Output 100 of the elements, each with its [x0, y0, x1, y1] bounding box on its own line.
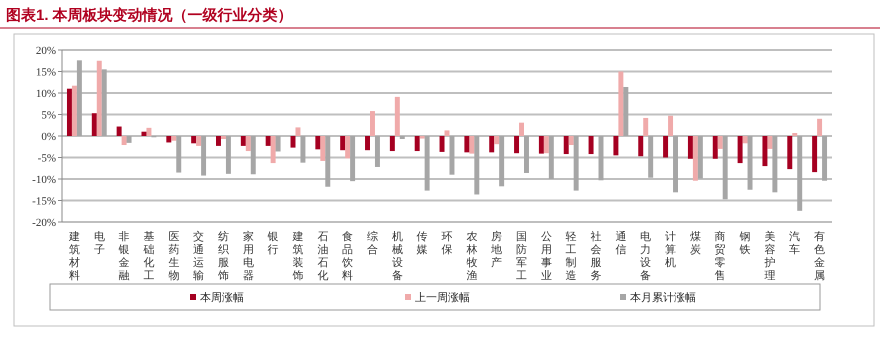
x-tick-label: 基础化工: [142, 230, 154, 282]
x-tick-label: 石油石化: [317, 231, 328, 282]
legend-label: 本月累计涨幅: [630, 291, 696, 304]
bar: [166, 136, 172, 142]
legend-label: 本周涨幅: [200, 291, 244, 304]
bar: [738, 136, 743, 164]
bar: [822, 136, 828, 181]
x-tick-label: 环保: [442, 231, 452, 256]
bar: [797, 136, 802, 211]
x-tick-label: 非银金融: [118, 230, 130, 282]
bar: [141, 132, 146, 136]
bar: [663, 136, 668, 158]
bar: [270, 136, 276, 164]
bar: [598, 136, 604, 180]
bar: [394, 96, 400, 136]
bar: [250, 136, 256, 174]
bar: [126, 136, 132, 143]
bar: [514, 136, 520, 154]
bar: [191, 136, 196, 144]
bar: [300, 136, 306, 163]
bar: [564, 136, 569, 154]
bar: [220, 136, 226, 140]
bar: [315, 136, 320, 150]
bar: [787, 136, 792, 170]
bar: [240, 136, 246, 146]
x-tick-label: 有色金属: [814, 231, 826, 282]
x-tick-label: 传媒: [416, 231, 428, 256]
bar: [643, 118, 648, 136]
bar: [812, 136, 818, 172]
x-tick-label: 美容护理: [763, 230, 776, 282]
bar: [772, 136, 778, 192]
legend-label: 上一周涨幅: [415, 291, 470, 304]
bar: [72, 86, 77, 136]
y-tick-label: 10%: [36, 88, 56, 100]
bar: [698, 136, 703, 179]
y-tick-label: 20%: [36, 45, 56, 57]
x-tick-label: 轻工制造: [566, 231, 577, 282]
bar: [266, 136, 271, 146]
bar: [76, 60, 82, 136]
bar: [574, 136, 579, 191]
bar: [414, 136, 420, 152]
x-tick-label: 机械设备: [392, 231, 403, 282]
bar: [548, 136, 554, 179]
bar: [464, 136, 470, 152]
x-tick-label: 电力设备: [640, 230, 652, 282]
bar: [742, 136, 748, 144]
bar: [817, 118, 822, 136]
y-tick-label: 5%: [41, 110, 56, 122]
bar: [424, 136, 430, 191]
y-tick-label: -15%: [32, 196, 56, 208]
bar: [290, 136, 296, 148]
bar: [374, 136, 380, 167]
bar: [226, 136, 231, 174]
bar: [638, 136, 644, 156]
bar: [568, 136, 574, 146]
x-tick-label: 农林牧渔: [465, 231, 478, 282]
y-tick-label: -10%: [32, 174, 56, 186]
bar: [216, 136, 221, 146]
bar: [688, 136, 693, 159]
x-tick-label: 家用电器: [242, 230, 254, 282]
bar: [494, 136, 500, 144]
bar: [246, 136, 251, 152]
bar: [146, 128, 152, 136]
bar: [320, 136, 326, 161]
bar: [673, 136, 678, 192]
bar: [748, 136, 753, 190]
x-tick-label: 商贸零售: [714, 230, 726, 282]
x-tick-label: 社会服务: [590, 230, 602, 282]
y-tick-label: 15%: [36, 66, 56, 78]
bar: [340, 136, 346, 150]
bar: [524, 136, 529, 173]
x-tick-label: 煤炭: [690, 231, 701, 256]
x-tick-label: 食品饮料: [341, 231, 354, 282]
x-tick-label: 房地产: [490, 230, 502, 269]
bar: [325, 136, 330, 187]
bar: [544, 136, 549, 154]
bar: [444, 130, 450, 136]
bar: [474, 136, 480, 194]
bar: [692, 136, 698, 181]
bar: [712, 136, 718, 159]
bar: [350, 136, 356, 182]
bar: [276, 136, 281, 152]
chart-title: 图表1. 本周板块变动情况（一级行业分类）: [6, 6, 293, 24]
bar: [171, 136, 176, 141]
x-tick-label: 纺织服饰: [216, 230, 229, 282]
bar: [792, 132, 798, 136]
y-tick-label: -5%: [38, 152, 56, 164]
bar: [122, 136, 127, 146]
bar: [538, 136, 544, 154]
x-tick-label: 交通运输: [193, 230, 204, 282]
bar: [400, 136, 405, 140]
bar: [390, 136, 395, 152]
bar: [66, 88, 72, 136]
x-tick-label: 银行: [266, 231, 279, 256]
bar: [489, 136, 494, 152]
bar: [499, 136, 504, 186]
bar: [767, 136, 772, 149]
bar: [588, 136, 594, 154]
bar: [449, 136, 454, 175]
bar: [762, 136, 768, 166]
